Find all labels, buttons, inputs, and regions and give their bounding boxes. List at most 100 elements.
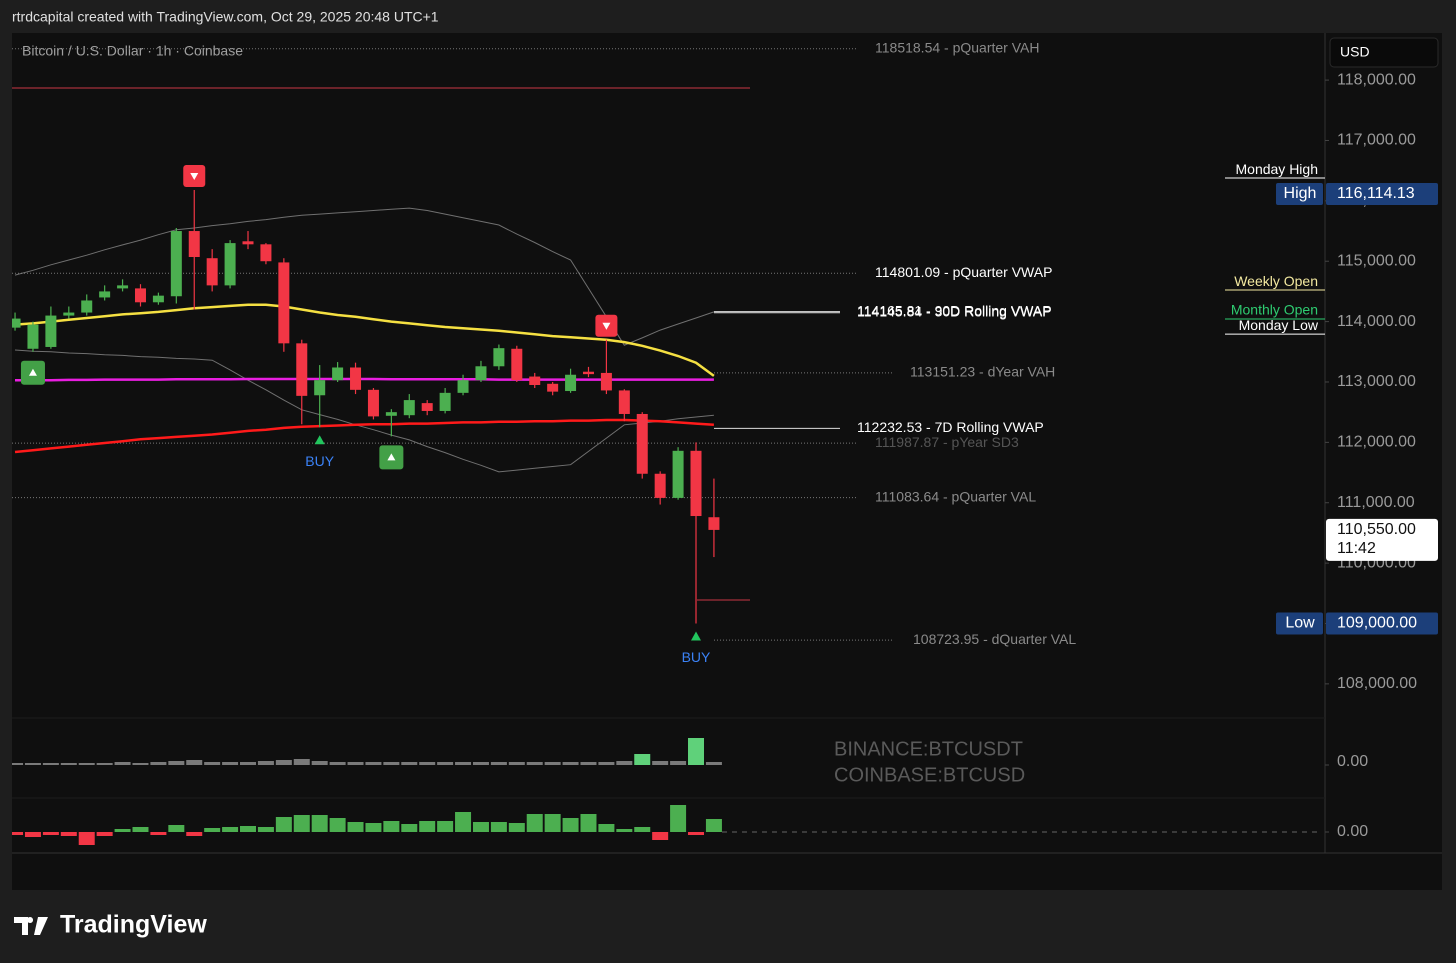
volume-bar: [96, 832, 113, 836]
candle-body: [278, 262, 290, 344]
volume-bar: [12, 763, 24, 765]
volume-bar: [419, 821, 436, 832]
volume-bar: [293, 815, 310, 832]
candle-body: [332, 367, 344, 381]
volume-bar: [42, 763, 59, 765]
badge-value: 109,000.00: [1337, 615, 1417, 632]
sell-arrow: [602, 322, 611, 330]
buy-signal: [691, 631, 702, 641]
volume-bar: [365, 823, 382, 832]
side-label: Monthly Open: [1231, 302, 1318, 318]
volume-bar: [42, 832, 59, 835]
volume-bar: [616, 829, 633, 832]
level-label: 111987.87 - pYear SD3: [875, 434, 1019, 450]
volume-bar: [634, 754, 651, 765]
level-label: 114165.81 - 90D Rolling VWAP: [857, 302, 1052, 318]
volume-bar: [544, 762, 561, 765]
indicator-line: [14, 349, 714, 473]
candle-body: [314, 380, 326, 396]
volume-bar: [24, 832, 41, 837]
currency[interactable]: USD: [1340, 44, 1370, 60]
level-label: 113151.23 - dYear VAH: [910, 364, 1055, 380]
volume-bar: [78, 832, 95, 845]
volume-bar: [275, 760, 292, 765]
y-tick-label: 114,000.00: [1337, 313, 1416, 330]
candle-body: [367, 389, 379, 417]
volume-bar: [96, 763, 113, 765]
candle-body: [618, 390, 630, 414]
level-label: 118518.54 - pQuarter VAH: [875, 39, 1039, 55]
volume-bar: [240, 826, 257, 832]
candle-body: [511, 348, 523, 381]
badge-value-bg: [1326, 612, 1438, 635]
buy-label: BUY: [682, 649, 711, 665]
candle-body: [672, 450, 684, 498]
pane-tick-label: 0.00: [1337, 823, 1368, 840]
currency-box[interactable]: [1329, 37, 1439, 68]
price-tag-bg: [1326, 518, 1438, 561]
volume-bar: [293, 759, 310, 765]
buy-badge-arrow: [387, 453, 396, 461]
volume-bar: [347, 762, 364, 765]
candle-body: [565, 374, 577, 392]
volume-bar: [257, 827, 274, 832]
candle-body: [134, 288, 146, 303]
volume-bar: [186, 832, 203, 836]
level-label: 112232.53 - 7D Rolling VWAP: [857, 419, 1044, 435]
candle-body: [385, 412, 397, 416]
y-tick-label: 113,000.00: [1337, 373, 1416, 390]
candle-body: [654, 473, 666, 498]
buy-badge-arrow: [28, 368, 37, 376]
candle-body: [600, 372, 612, 391]
volume-bar: [526, 814, 543, 832]
side-label: Monday High: [1236, 161, 1319, 177]
volume-bar: [472, 762, 489, 765]
candle-body: [12, 318, 21, 328]
volume-bar: [401, 762, 418, 765]
candle-body: [708, 517, 720, 530]
volume-bar: [508, 823, 525, 832]
price-tag-countdown: 11:42: [1337, 540, 1376, 557]
volume-bar: [347, 822, 364, 832]
volume-bar: [275, 817, 292, 832]
volume-bar: [24, 763, 41, 765]
volume-bar: [508, 762, 525, 765]
volume-bar: [311, 761, 328, 765]
y-tick-label: 117,000.00: [1337, 132, 1416, 149]
side-label: Monday Low: [1239, 317, 1319, 333]
brand-logo: [14, 917, 48, 935]
candle-body: [296, 343, 308, 396]
volume-bar: [222, 762, 239, 765]
volume-bar: [670, 761, 687, 765]
volume-bar: [670, 805, 687, 832]
candle-body: [547, 383, 559, 392]
y-tick-label: 118,000.00: [1337, 71, 1416, 88]
attribution: rtrdcapital created with TradingView.com…: [12, 9, 439, 25]
volume-bar: [652, 761, 669, 765]
level-label: 111083.64 - pQuarter VAL: [875, 488, 1036, 504]
volume-bar: [490, 822, 507, 832]
volume-bar: [132, 763, 149, 765]
candle-body: [457, 380, 469, 393]
candle-body: [529, 376, 541, 385]
candle-body: [636, 413, 648, 474]
volume-bar: [526, 762, 543, 765]
level-label: 108723.95 - dQuarter VAL: [913, 631, 1076, 647]
badge-name: Low: [1285, 615, 1315, 632]
volume-bar: [150, 832, 167, 835]
volume-bar: [562, 762, 579, 765]
volume-bar: [544, 814, 561, 832]
volume-bar: [472, 822, 489, 832]
badge-name-bg: [1276, 612, 1323, 635]
candle-body: [206, 258, 218, 286]
pane-tick-label: 0.00: [1337, 753, 1368, 770]
volume-bar: [132, 827, 149, 832]
candle-body: [475, 366, 487, 381]
candle-body: [690, 450, 702, 517]
y-tick-label: 108,000.00: [1337, 675, 1417, 692]
candle-body: [99, 291, 111, 298]
volume-bar: [60, 832, 77, 836]
volume-bar: [580, 762, 597, 765]
candle-body: [350, 367, 362, 390]
